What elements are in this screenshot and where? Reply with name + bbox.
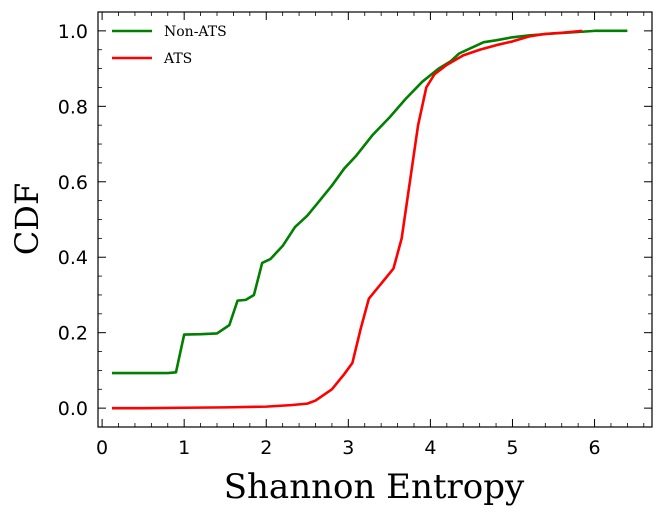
legend-label-ats: ATS — [163, 51, 192, 67]
x-tick-label: 4 — [424, 437, 436, 459]
y-tick-label: 1.0 — [58, 21, 88, 43]
series-line-non-ats — [111, 29, 628, 375]
y-axis-label: CDF — [8, 183, 46, 255]
legend: Non-ATS ATS — [112, 24, 227, 67]
legend-label-non-ats: Non-ATS — [164, 24, 227, 40]
y-tick-label: 0.6 — [58, 172, 88, 194]
tick-labels: 0 1 2 3 4 5 6 0.0 0.2 0.4 0.6 0.8 1.0 — [58, 21, 601, 459]
x-tick-label: 0 — [96, 437, 108, 459]
axis-ticks — [98, 12, 652, 427]
plot-frame — [97, 11, 653, 428]
x-tick-label: 1 — [178, 437, 190, 459]
plot-area — [97, 11, 653, 428]
x-tick-label: 2 — [260, 437, 272, 459]
y-tick-label: 0.8 — [58, 96, 88, 118]
x-tick-label: 5 — [506, 437, 518, 459]
series-lines — [111, 29, 628, 410]
y-tick-label: 0.0 — [58, 398, 88, 420]
y-tick-label: 0.4 — [58, 247, 88, 269]
series-line-ats — [111, 29, 583, 410]
x-tick-label: 6 — [589, 437, 601, 459]
x-tick-label: 3 — [342, 437, 354, 459]
y-tick-label: 0.2 — [58, 323, 88, 345]
x-axis-label: Shannon Entropy — [224, 467, 525, 507]
